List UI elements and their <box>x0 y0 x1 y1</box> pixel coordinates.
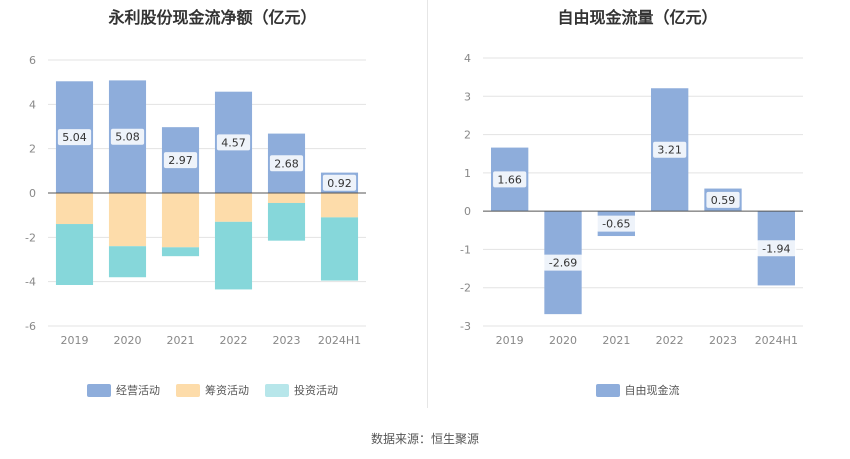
bar-financing <box>320 193 359 218</box>
data-label-operating-bg <box>322 174 357 191</box>
bar-investing <box>55 224 94 285</box>
data-label-operating: 4.57 <box>221 136 246 149</box>
net-cashflow-y-tick-label: 0 <box>29 187 36 200</box>
net-cashflow-x-tick-label: 2023 <box>273 334 301 347</box>
free-cashflow-y-tick-label: 4 <box>464 52 471 65</box>
legend-label-financing: 筹资活动 <box>205 384 249 397</box>
legend-item-financing[interactable]: 筹资活动 <box>176 382 249 398</box>
legend-swatch-financing <box>176 383 200 397</box>
data-label-free-cashflow: 0.59 <box>711 194 736 207</box>
free-cashflow-y-tick-label: 1 <box>464 167 471 180</box>
bar-investing <box>267 202 306 241</box>
net-cashflow-y-tick-label: -4 <box>25 276 36 289</box>
net-cashflow-x-tick-label: 2020 <box>114 334 142 347</box>
net-cashflow-legend: 经营活动 筹资活动 投资活动 <box>0 382 425 398</box>
free-cashflow-y-tick-label: 2 <box>464 129 471 142</box>
free-cashflow-y-tick-label: -1 <box>460 243 471 256</box>
bar-financing <box>161 193 200 248</box>
data-label-free-cashflow-bg <box>543 254 583 271</box>
data-label-operating-bg <box>269 155 304 172</box>
free-cashflow-y-tick-label: -2 <box>460 282 471 295</box>
free-cashflow-chart-title: 自由现金流量（亿元） <box>557 8 718 27</box>
free-cashflow-y-tick-label: 0 <box>464 205 471 218</box>
data-label-operating-bg <box>163 152 198 169</box>
bar-financing <box>108 193 147 247</box>
bar-investing <box>214 221 253 290</box>
data-label-operating-bg <box>216 134 251 151</box>
net-cashflow-y-tick-label: 6 <box>29 54 36 67</box>
data-label-operating-bg <box>57 129 92 146</box>
bar-financing <box>55 193 94 225</box>
data-label-free-cashflow: 3.21 <box>657 144 682 157</box>
data-label-operating-bg <box>110 128 145 145</box>
free-cashflow-x-tick-label: 2021 <box>602 334 630 347</box>
free-cashflow-x-tick-label: 2022 <box>656 334 684 347</box>
free-cashflow-x-tick-label: 2020 <box>549 334 577 347</box>
bar-financing <box>267 193 306 203</box>
bar-financing <box>214 193 253 222</box>
bar-investing <box>320 217 359 281</box>
bar-investing <box>108 246 147 278</box>
panel-divider <box>427 0 428 408</box>
data-label-operating: 0.92 <box>327 177 352 190</box>
data-label-free-cashflow-bg <box>493 171 527 188</box>
free-cashflow-chart: 4 3 2 1 0 -1 -2 -3 2019 2020 2021 2022 2023 2024H1 1.6… <box>460 52 803 347</box>
data-label-free-cashflow-bg <box>653 141 687 158</box>
legend-label-operating: 经营活动 <box>116 384 160 397</box>
net-cashflow-chart-panel: 永利股份现金流净额（亿元） 6 4 2 0 -2 -4 -6 2019 2020 2021 2022… <box>0 0 425 420</box>
data-label-free-cashflow: 1.66 <box>497 173 522 186</box>
net-cashflow-x-tick-label: 2019 <box>61 334 89 347</box>
net-cashflow-chart-title: 永利股份现金流净额（亿元） <box>108 8 317 27</box>
data-label-free-cashflow: -1.94 <box>762 242 790 255</box>
data-label-operating: 5.04 <box>62 131 87 144</box>
free-cashflow-chart-panel: 自由现金流量（亿元） 4 3 2 1 0 -1 -2 -3 2019 2020 2021 2022 20… <box>425 0 850 420</box>
net-cashflow-x-tick-label: 2022 <box>220 334 248 347</box>
net-cashflow-x-tick-label: 2021 <box>167 334 195 347</box>
legend-swatch-operating <box>87 383 111 397</box>
free-cashflow-x-tick-label: 2024H1 <box>755 334 798 347</box>
net-cashflow-x-tick-label: 2024H1 <box>318 334 361 347</box>
legend-item-investing[interactable]: 投资活动 <box>265 382 338 398</box>
data-source-note: 数据来源：恒生聚源 <box>370 432 479 446</box>
net-cashflow-chart: 6 4 2 0 -2 -4 -6 2019 2020 2021 2022 2023 2024H1 5.04… <box>25 54 366 347</box>
legend-label-investing: 投资活动 <box>294 384 338 397</box>
free-cashflow-legend: 自由现金流 <box>425 382 850 398</box>
data-label-free-cashflow-bg <box>706 191 740 208</box>
legend-item-fcf[interactable]: 自由现金流 <box>595 382 680 398</box>
free-cashflow-x-tick-label: 2023 <box>709 334 737 347</box>
data-label-free-cashflow: -0.65 <box>602 218 630 231</box>
legend-swatch-investing <box>265 383 289 397</box>
net-cashflow-y-tick-label: 4 <box>29 98 36 111</box>
net-cashflow-y-tick-label: -2 <box>25 231 36 244</box>
free-cashflow-y-tick-label: -3 <box>460 320 471 333</box>
legend-swatch-fcf <box>595 383 620 397</box>
legend-label-fcf: 自由现金流 <box>624 384 680 397</box>
net-cashflow-y-tick-label: 2 <box>29 143 36 156</box>
data-label-operating: 2.68 <box>274 157 299 170</box>
data-label-operating: 2.97 <box>168 154 193 167</box>
data-label-free-cashflow-bg <box>596 215 637 232</box>
free-cashflow-y-tick-label: 3 <box>464 90 471 103</box>
legend-item-operating[interactable]: 经营活动 <box>87 382 160 398</box>
data-label-operating: 5.08 <box>115 131 140 144</box>
data-label-free-cashflow-bg <box>756 240 797 257</box>
bar-investing <box>161 247 200 257</box>
net-cashflow-y-tick-label: -6 <box>25 320 36 333</box>
free-cashflow-x-tick-label: 2019 <box>496 334 524 347</box>
data-label-free-cashflow: -2.69 <box>549 257 577 270</box>
